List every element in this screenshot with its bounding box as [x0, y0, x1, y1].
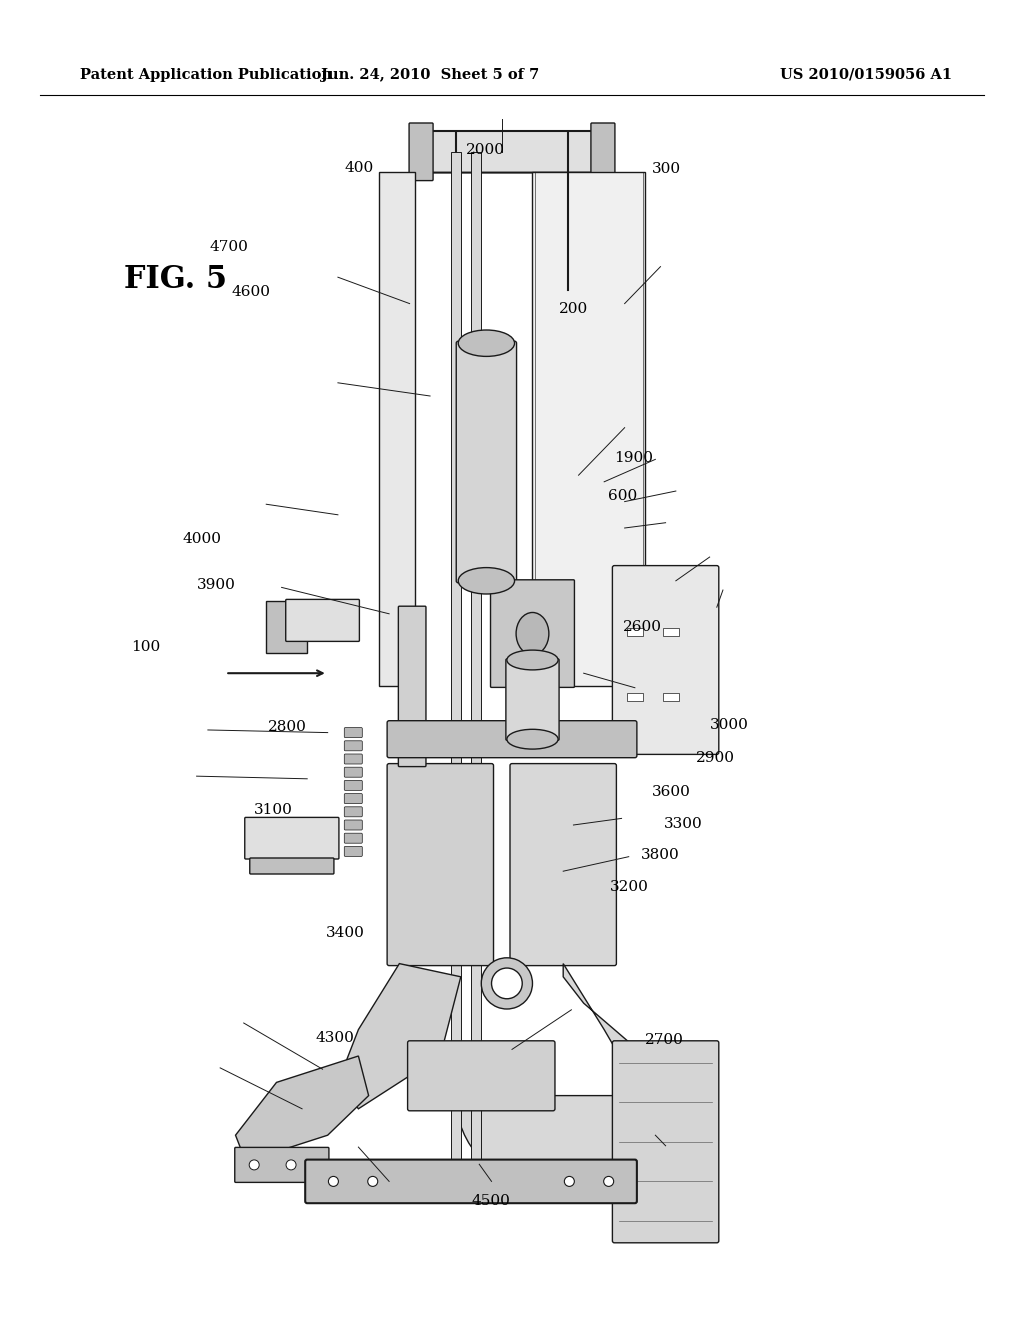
Circle shape	[249, 1160, 259, 1170]
FancyBboxPatch shape	[234, 1147, 329, 1183]
Text: 2000: 2000	[466, 144, 505, 157]
FancyBboxPatch shape	[250, 858, 334, 874]
FancyBboxPatch shape	[344, 727, 362, 738]
FancyBboxPatch shape	[305, 1159, 637, 1204]
FancyBboxPatch shape	[490, 579, 574, 688]
Text: 2700: 2700	[645, 1034, 684, 1047]
Bar	[627, 693, 643, 701]
FancyBboxPatch shape	[471, 152, 481, 1162]
Text: Jun. 24, 2010  Sheet 5 of 7: Jun. 24, 2010 Sheet 5 of 7	[321, 69, 539, 82]
Polygon shape	[266, 601, 307, 653]
Text: 3100: 3100	[254, 804, 293, 817]
Ellipse shape	[458, 330, 514, 356]
FancyBboxPatch shape	[344, 780, 362, 791]
FancyBboxPatch shape	[344, 820, 362, 830]
Text: 300: 300	[652, 162, 681, 176]
Text: 4700: 4700	[210, 240, 249, 253]
Text: 2800: 2800	[268, 721, 307, 734]
FancyBboxPatch shape	[408, 1040, 555, 1111]
FancyBboxPatch shape	[344, 846, 362, 857]
FancyBboxPatch shape	[344, 807, 362, 817]
FancyBboxPatch shape	[457, 341, 516, 583]
FancyBboxPatch shape	[344, 754, 362, 764]
Ellipse shape	[507, 651, 558, 671]
FancyBboxPatch shape	[510, 763, 616, 966]
FancyBboxPatch shape	[451, 152, 461, 1162]
Text: 100: 100	[131, 640, 161, 653]
Text: 4500: 4500	[471, 1195, 510, 1208]
Text: 4000: 4000	[182, 532, 221, 545]
Text: US 2010/0159056 A1: US 2010/0159056 A1	[780, 69, 952, 82]
Ellipse shape	[516, 612, 549, 655]
Text: 600: 600	[608, 490, 638, 503]
FancyBboxPatch shape	[409, 123, 433, 181]
FancyBboxPatch shape	[387, 763, 494, 966]
FancyBboxPatch shape	[344, 767, 362, 777]
FancyBboxPatch shape	[532, 172, 645, 686]
FancyBboxPatch shape	[344, 793, 362, 804]
Polygon shape	[338, 964, 461, 1109]
FancyBboxPatch shape	[344, 741, 362, 751]
FancyBboxPatch shape	[379, 172, 415, 686]
Text: Patent Application Publication: Patent Application Publication	[80, 69, 332, 82]
Text: 200: 200	[559, 302, 589, 315]
Wedge shape	[456, 1096, 640, 1188]
Circle shape	[329, 1176, 338, 1187]
Text: 4300: 4300	[315, 1031, 354, 1044]
Text: 3000: 3000	[710, 718, 749, 731]
FancyBboxPatch shape	[612, 1040, 719, 1243]
Polygon shape	[563, 964, 645, 1082]
FancyBboxPatch shape	[286, 599, 359, 642]
Polygon shape	[236, 1056, 369, 1162]
Text: FIG. 5: FIG. 5	[124, 264, 226, 296]
Bar	[627, 628, 643, 636]
Ellipse shape	[458, 568, 514, 594]
Text: 4600: 4600	[231, 285, 270, 298]
Text: 3800: 3800	[641, 849, 680, 862]
Text: 3400: 3400	[326, 927, 365, 940]
Circle shape	[564, 1176, 574, 1187]
FancyBboxPatch shape	[398, 606, 426, 767]
FancyBboxPatch shape	[612, 565, 719, 755]
Text: 3300: 3300	[664, 817, 702, 830]
Text: 3600: 3600	[652, 785, 691, 799]
Text: 2600: 2600	[623, 620, 662, 634]
Ellipse shape	[507, 729, 558, 750]
Circle shape	[368, 1176, 378, 1187]
FancyBboxPatch shape	[506, 659, 559, 741]
Text: 3200: 3200	[610, 880, 649, 894]
FancyBboxPatch shape	[344, 833, 362, 843]
Text: 1900: 1900	[614, 451, 653, 465]
Text: 3900: 3900	[197, 578, 236, 591]
Circle shape	[604, 1176, 613, 1187]
FancyBboxPatch shape	[429, 131, 595, 173]
Text: 2900: 2900	[696, 751, 735, 764]
FancyBboxPatch shape	[591, 123, 615, 181]
FancyBboxPatch shape	[245, 817, 339, 859]
Bar	[663, 693, 679, 701]
Circle shape	[286, 1160, 296, 1170]
Text: 400: 400	[344, 161, 374, 174]
Bar	[663, 628, 679, 636]
FancyBboxPatch shape	[387, 721, 637, 758]
